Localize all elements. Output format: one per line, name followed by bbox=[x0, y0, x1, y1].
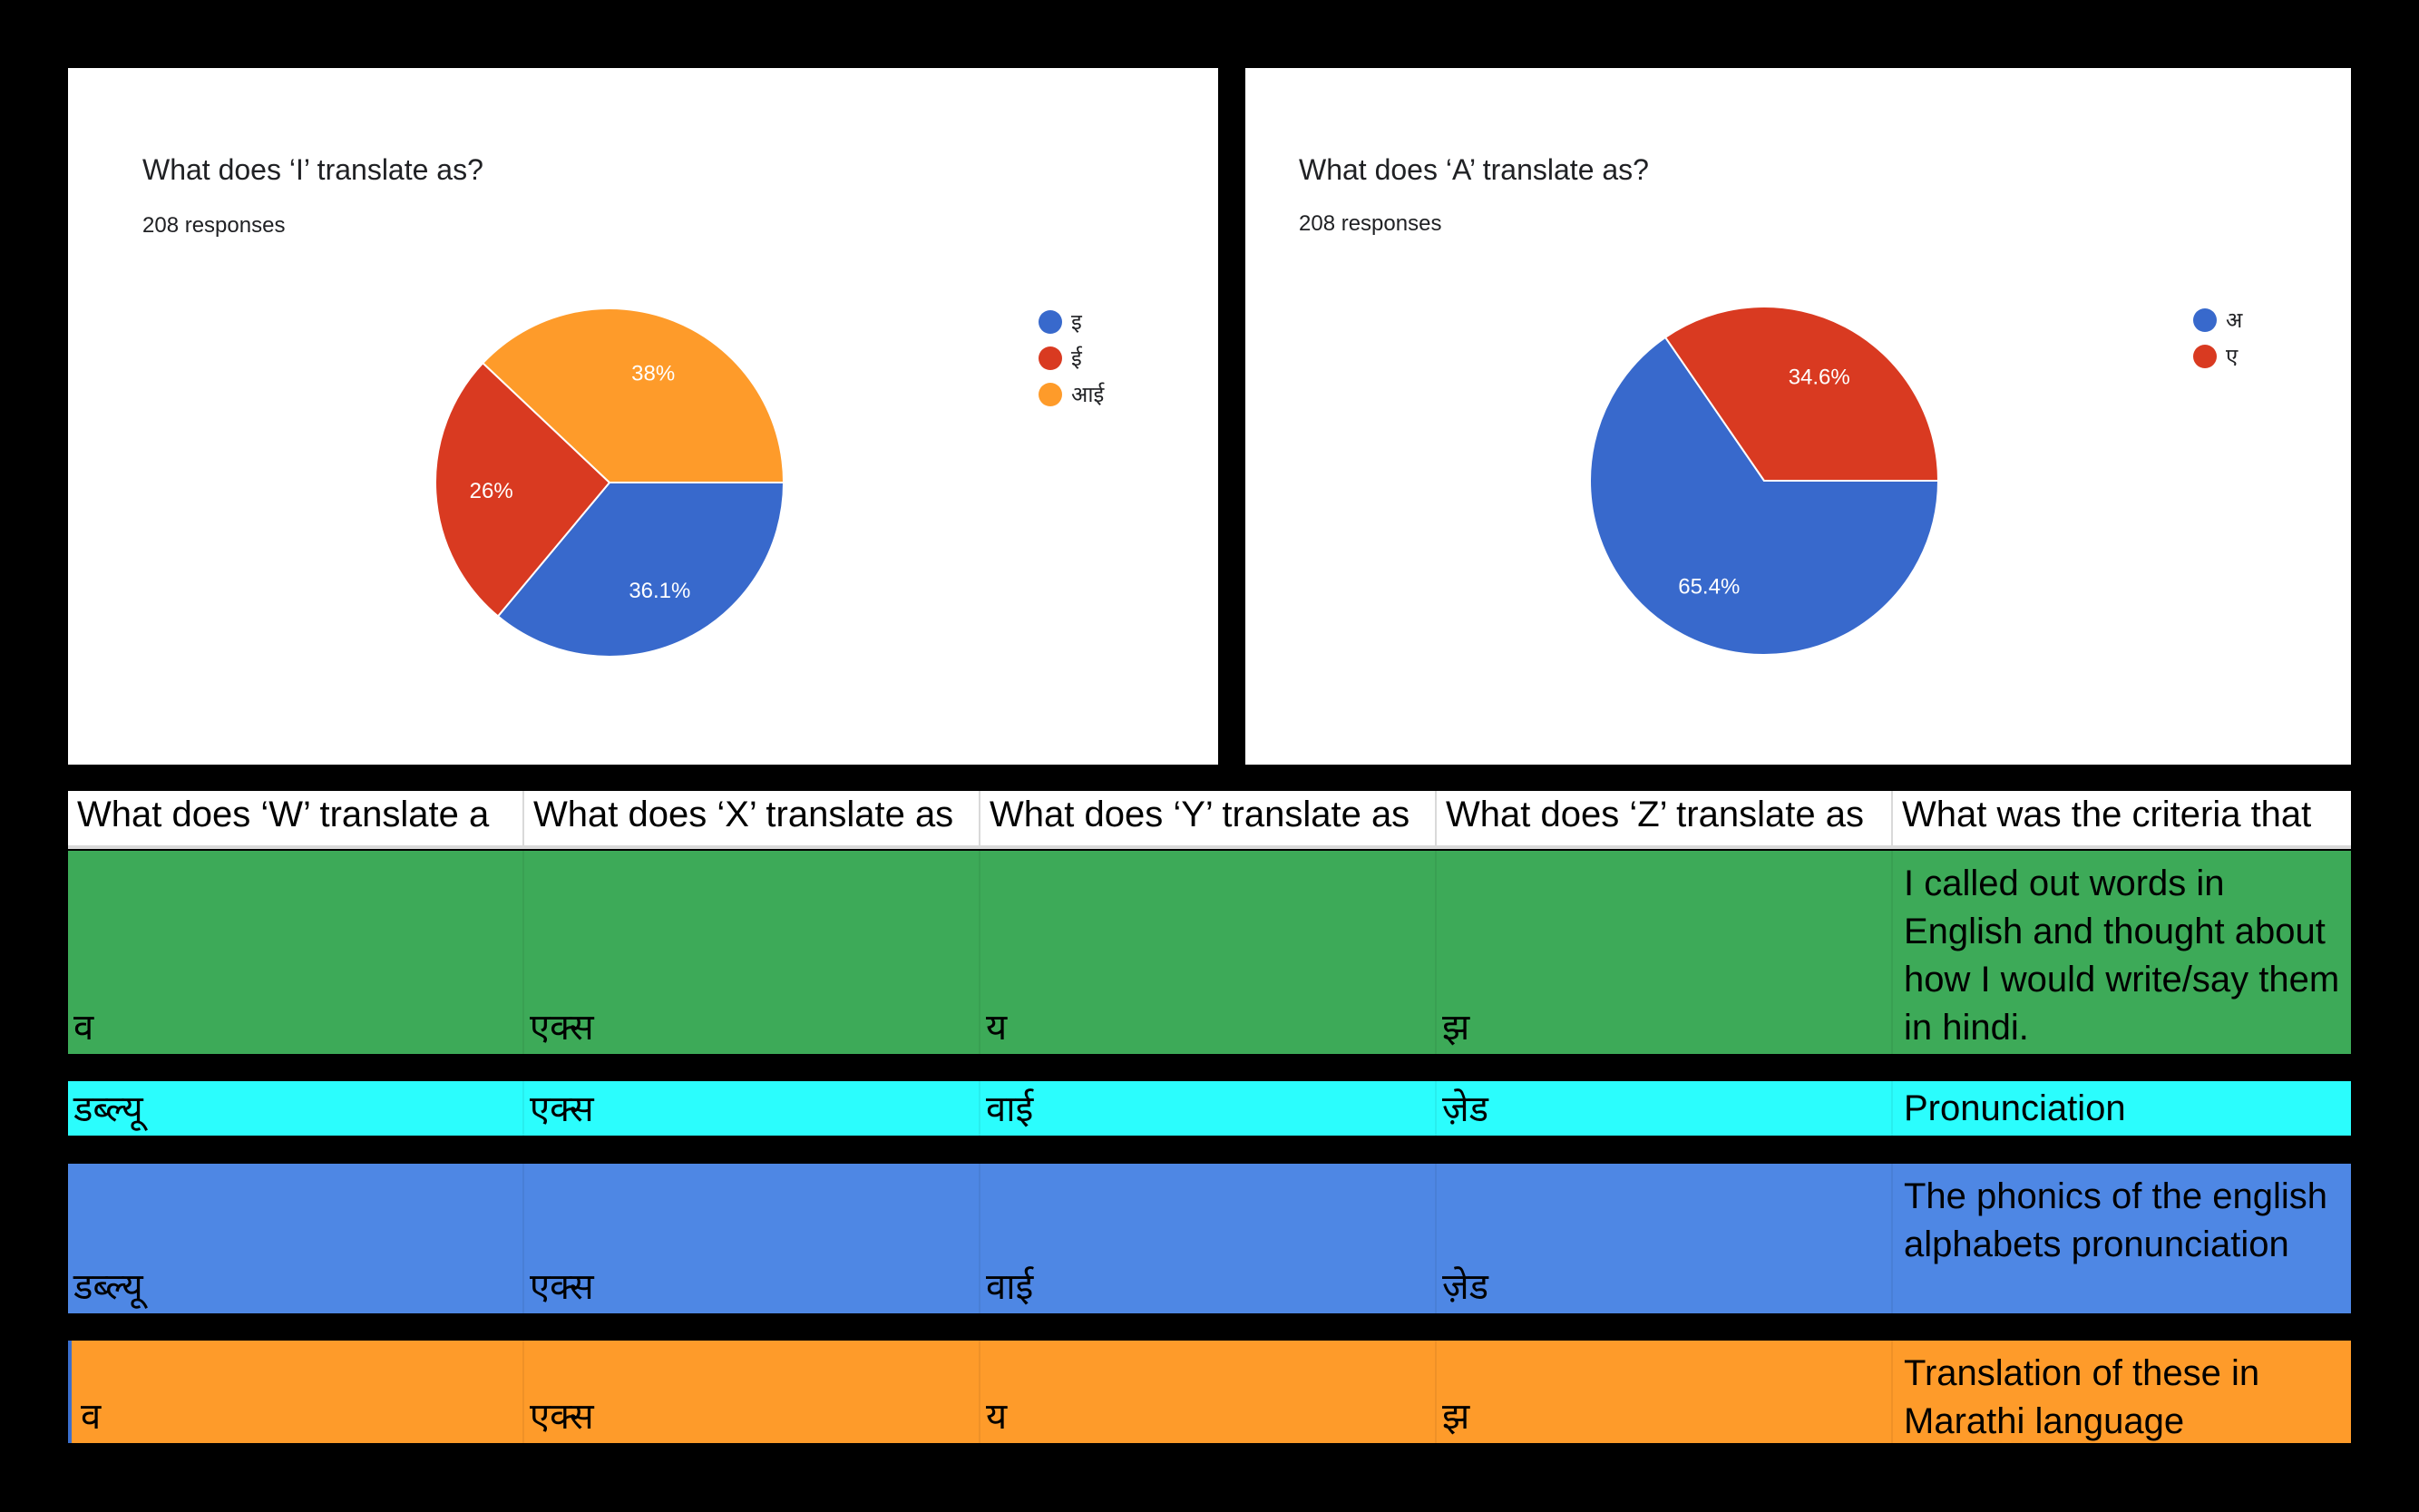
chart-subtitle: 208 responses bbox=[1299, 211, 1442, 236]
table-cell[interactable]: व bbox=[68, 1341, 524, 1443]
table-cell[interactable]: एक्स bbox=[524, 1341, 980, 1443]
slice-label: 36.1% bbox=[629, 579, 690, 603]
table-cell[interactable]: वाई bbox=[980, 1081, 1437, 1136]
table-row: डब्ल्यू एक्स वाई ज़ेड Pronunciation bbox=[68, 1081, 2351, 1136]
table-row: व एक्स य झ I called out words in English… bbox=[68, 851, 2351, 1054]
table-cell[interactable]: वाई bbox=[980, 1164, 1437, 1313]
legend-label: ए bbox=[2226, 344, 2239, 369]
slice-label: 34.6% bbox=[1789, 365, 1850, 389]
table-cell[interactable]: Translation of these in Marathi language bbox=[1904, 1353, 2260, 1441]
table-cell[interactable]: य bbox=[980, 1341, 1437, 1443]
table-cell[interactable]: The phonics of the english alphabets pro… bbox=[1904, 1176, 2327, 1264]
legend-item[interactable]: इ bbox=[1039, 307, 1082, 337]
pie-slice[interactable] bbox=[434, 361, 611, 618]
legend-dot-icon bbox=[2193, 307, 2217, 332]
slice-label: 26% bbox=[470, 479, 513, 503]
chart-panel-i: What does ‘I’ translate as? 208 response… bbox=[68, 68, 1218, 765]
column-header-y[interactable]: What does ‘Y’ translate as bbox=[980, 791, 1437, 845]
table-cell[interactable]: एक्स bbox=[524, 1081, 980, 1136]
table-cell[interactable]: एक्स bbox=[524, 851, 980, 1054]
pie-slice[interactable] bbox=[1589, 336, 1940, 656]
column-header-z[interactable]: What does ‘Z’ translate as bbox=[1437, 791, 1893, 845]
table-row: डब्ल्यू एक्स वाई ज़ेड The phonics of the… bbox=[68, 1164, 2351, 1313]
table-cell[interactable]: डब्ल्यू bbox=[68, 1081, 524, 1136]
pie-slice[interactable] bbox=[496, 482, 785, 658]
column-header-x[interactable]: What does ‘X’ translate as bbox=[524, 791, 980, 845]
legend-label: इ bbox=[1071, 309, 1082, 335]
legend-item[interactable]: आई bbox=[1039, 379, 1104, 409]
table-row: व एक्स य झ Translation of these in Marat… bbox=[68, 1341, 2351, 1443]
legend-label: आई bbox=[1071, 382, 1105, 407]
table-cell[interactable]: I called out words in English and though… bbox=[1904, 863, 2340, 1048]
pie-slice[interactable] bbox=[1663, 306, 1940, 482]
chart-title: What does ‘A’ translate as? bbox=[1299, 153, 1649, 186]
legend-item[interactable]: अ bbox=[2193, 305, 2242, 335]
table-cell[interactable]: डब्ल्यू bbox=[68, 1164, 524, 1313]
table-cell[interactable]: ज़ेड bbox=[1437, 1081, 1893, 1136]
table-cell[interactable]: एक्स bbox=[524, 1164, 980, 1313]
column-header-w[interactable]: What does ‘W’ translate a bbox=[68, 791, 524, 845]
legend-item[interactable]: ए bbox=[2193, 341, 2238, 371]
table-cell[interactable]: व bbox=[68, 851, 524, 1054]
column-header-criteria[interactable]: What was the criteria that bbox=[1902, 795, 2312, 834]
table-cell[interactable]: ज़ेड bbox=[1437, 1164, 1893, 1313]
legend-dot-icon bbox=[1039, 346, 1062, 370]
pie-slice[interactable] bbox=[481, 307, 785, 483]
legend-dot-icon bbox=[1039, 309, 1062, 334]
legend-label: ई bbox=[1071, 346, 1082, 371]
legend-dot-icon bbox=[2193, 344, 2217, 368]
pie-chart-a: 65.4% 34.6% bbox=[1589, 306, 1940, 656]
table-header-row: What does ‘W’ translate a What does ‘X’ … bbox=[68, 791, 2351, 849]
legend-item[interactable]: ई bbox=[1039, 343, 1082, 373]
legend-label: अ bbox=[2226, 307, 2243, 333]
chart-subtitle: 208 responses bbox=[142, 213, 286, 238]
pie-chart-i: 36.1% 26% 38% bbox=[434, 307, 785, 658]
table-cell[interactable]: झ bbox=[1437, 1341, 1893, 1443]
table-cell[interactable]: झ bbox=[1437, 851, 1893, 1054]
row-left-border bbox=[68, 1341, 72, 1443]
chart-title: What does ‘I’ translate as? bbox=[142, 153, 483, 186]
chart-panel-a: What does ‘A’ translate as? 208 response… bbox=[1245, 68, 2351, 765]
slice-label: 65.4% bbox=[1678, 575, 1740, 600]
table-cell[interactable]: य bbox=[980, 851, 1437, 1054]
table-cell[interactable]: Pronunciation bbox=[1904, 1088, 2126, 1128]
legend-dot-icon bbox=[1039, 382, 1062, 406]
slice-label: 38% bbox=[631, 362, 675, 386]
